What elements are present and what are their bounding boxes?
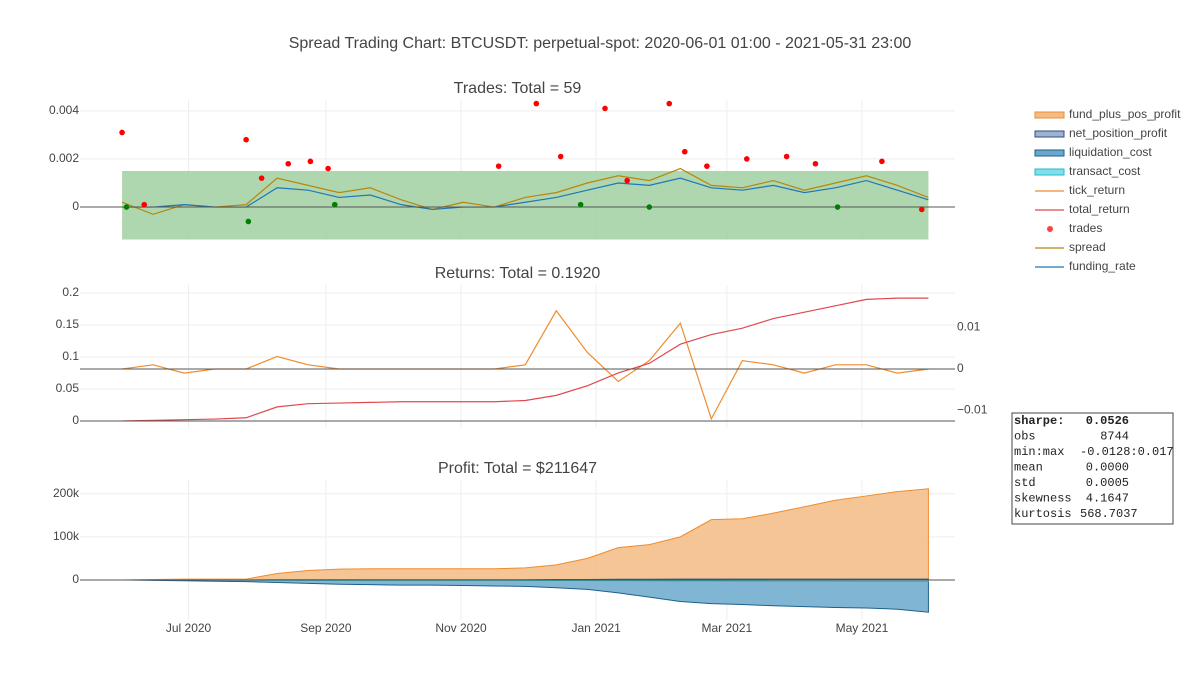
x-tick-label: Nov 2020 <box>435 621 487 635</box>
stats-value: 0.0526 <box>1086 414 1129 428</box>
stats-box <box>1011 412 1174 525</box>
y-tick-label: 0.002 <box>49 151 79 165</box>
trade-marker <box>243 136 249 143</box>
trade-marker <box>812 160 819 167</box>
line <box>122 309 929 421</box>
trade-marker <box>646 204 653 210</box>
legend-label: tick_return <box>1069 183 1125 197</box>
trade-marker <box>325 165 331 172</box>
y-tick-label: 0 <box>72 199 79 213</box>
trade-marker <box>577 201 584 208</box>
trade-marker <box>258 175 265 181</box>
trade-marker <box>783 153 790 160</box>
stats-value: -0.0128:0.017 <box>1080 445 1174 459</box>
area <box>122 579 929 613</box>
stats-label: kurtosis <box>1014 507 1072 521</box>
threshold-band <box>122 170 929 240</box>
y2-tick-label: −0.01 <box>957 403 988 417</box>
trade-marker <box>834 204 841 210</box>
stats-label: std <box>1014 476 1036 490</box>
y2-tick-label: 0 <box>957 361 964 375</box>
legend-label: liquidation_cost <box>1069 145 1152 159</box>
line <box>122 297 929 422</box>
legend-label: trades <box>1069 221 1102 235</box>
trade-marker <box>495 163 502 169</box>
y-tick-label: 100k <box>53 529 80 543</box>
x-tick-label: Jul 2020 <box>166 621 212 635</box>
trade-marker <box>557 153 564 160</box>
legend-label: spread <box>1069 240 1106 254</box>
y-tick-label: 0.15 <box>56 317 80 331</box>
x-tick-label: Sep 2020 <box>300 621 352 635</box>
y-tick-label: 200k <box>53 486 80 500</box>
subplot-title: Profit: Total = $211647 <box>438 460 597 477</box>
y-tick-label: 0 <box>72 572 79 586</box>
legend-label: net_position_profit <box>1069 126 1168 140</box>
legend-label: transact_cost <box>1069 164 1141 178</box>
stats-value: 568.7037 <box>1080 507 1138 521</box>
trade-marker <box>285 160 292 167</box>
subplot-title: Trades: Total = 59 <box>454 80 582 97</box>
legend-swatch <box>1034 130 1065 138</box>
trade-marker <box>119 129 125 136</box>
legend-swatch <box>1034 168 1065 176</box>
area <box>122 488 929 581</box>
trade-marker <box>245 218 252 225</box>
stats-value: 4.1647 <box>1086 492 1129 506</box>
legend-swatch <box>1034 149 1065 157</box>
x-tick-label: Jan 2021 <box>571 621 621 635</box>
legend-label: total_return <box>1069 202 1130 216</box>
stats-label: skewness <box>1014 492 1072 506</box>
y-tick-label: 0.2 <box>62 285 79 299</box>
trade-marker <box>307 158 314 165</box>
stats-value: 0.0000 <box>1086 461 1129 475</box>
y2-tick-label: 0.01 <box>957 320 981 334</box>
trade-marker <box>704 163 710 169</box>
legend-swatch <box>1047 226 1053 232</box>
trade-marker <box>666 100 673 107</box>
trade-marker <box>602 105 608 112</box>
subplot-title: Returns: Total = 0.1920 <box>435 265 601 282</box>
stats-label: sharpe: <box>1014 414 1064 428</box>
line <box>122 177 929 211</box>
trade-marker <box>141 201 148 208</box>
trade-marker <box>533 100 540 107</box>
legend-label: funding_rate <box>1069 259 1136 273</box>
legend-swatch <box>1034 111 1065 119</box>
trade-marker <box>879 158 885 165</box>
stats-label: mean <box>1014 461 1043 475</box>
line <box>121 167 929 215</box>
trade-marker <box>624 177 630 184</box>
y-tick-label: 0.004 <box>49 103 79 117</box>
y-tick-label: 0 <box>72 413 79 427</box>
trade-marker <box>681 148 688 155</box>
trade-marker <box>918 206 925 213</box>
trade-marker <box>331 201 338 208</box>
legend-label: fund_plus_pos_profit <box>1069 107 1181 121</box>
stats-label: obs <box>1014 430 1036 444</box>
x-tick-label: May 2021 <box>836 621 889 635</box>
x-tick-label: Mar 2021 <box>701 621 752 635</box>
stats-value: 8744 <box>1100 430 1129 444</box>
trade-marker <box>743 156 750 162</box>
y-tick-label: 0.1 <box>62 349 79 363</box>
trade-marker <box>123 204 130 210</box>
stats-value: 0.0005 <box>1086 476 1129 490</box>
y-tick-label: 0.05 <box>56 381 80 395</box>
stats-label: min:max <box>1014 445 1064 459</box>
page-title: Spread Trading Chart: BTCUSDT: perpetual… <box>289 35 912 52</box>
